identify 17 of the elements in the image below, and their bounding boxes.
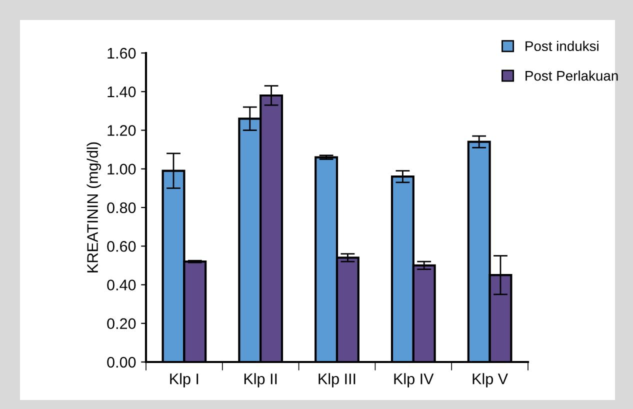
y-tick-label: 1.40	[108, 86, 136, 98]
y-tick-label: 0.00	[107, 356, 136, 368]
x-tick-label: Klp IV	[394, 373, 434, 388]
y-tick-label: 0.60	[107, 240, 136, 252]
x-tick-label: Klp II	[244, 373, 277, 388]
y-axis-title: KREATININ (mg/dl)	[86, 142, 101, 272]
y-tick-label: 0.80	[107, 202, 136, 214]
y-tick-label: 0.40	[107, 280, 136, 290]
y-tick-label: 1.20	[108, 125, 136, 136]
legend-label: Post induksi	[526, 40, 598, 52]
y-tick-label: 1.60	[108, 48, 136, 59]
legend-label: Post Perlakuan	[526, 70, 618, 81]
x-tick-label: Klp III	[318, 373, 356, 388]
y-tick-label: 0.20	[107, 318, 136, 330]
x-tick-label: Klp V	[472, 373, 508, 388]
x-tick-label: Klp I	[170, 373, 198, 388]
y-tick-label: 1.00	[108, 164, 136, 175]
